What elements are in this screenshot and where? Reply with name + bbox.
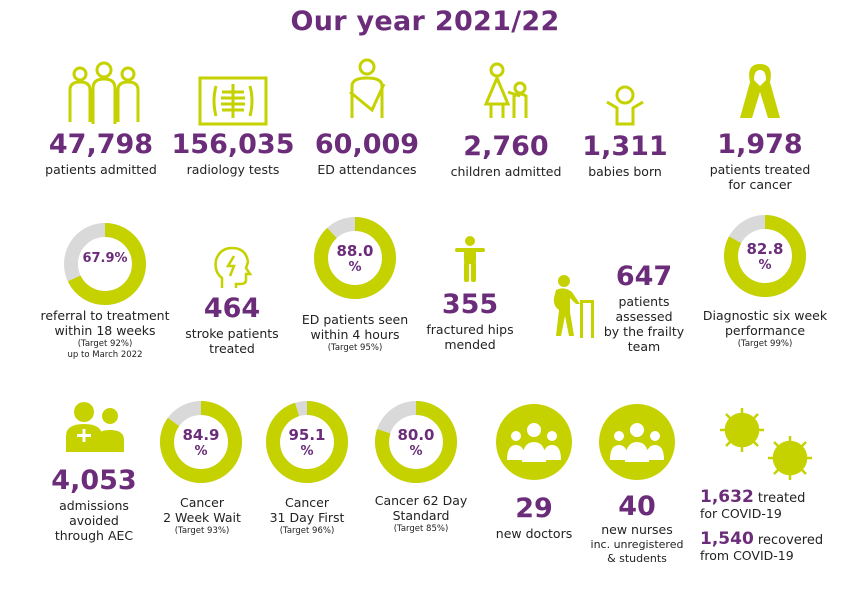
cancer-62day-value: 80.0 [397, 426, 435, 444]
virus-icon [720, 408, 812, 480]
cancer-62day-target: (Target 85%) [393, 524, 449, 534]
covid-treated-line2: for COVID-19 [700, 506, 782, 521]
covid-treated-label: treated [757, 491, 806, 506]
cancer-2ww-label-2: 2 Week Wait [163, 510, 241, 525]
cancer-2ww-percent: % [194, 444, 208, 459]
referral-label-1: referral to treatment [40, 308, 170, 323]
page-title: Our year 2021/22 [290, 6, 560, 37]
cancer-2ww-label-1: Cancer [179, 495, 224, 510]
referral-donut [64, 223, 146, 305]
ed-4-hours-label-1: ED patients seen [301, 312, 409, 327]
elderly-walker-icon [553, 275, 594, 338]
new-nurses-label-1: new nurses [601, 522, 673, 537]
ed-attendances-value: 60,009 [314, 129, 420, 160]
ed-4-hours-label-2: within 4 hours [310, 327, 400, 342]
donut-progress-arc [266, 401, 348, 483]
covid-recovered-line2: from COVID-19 [700, 548, 794, 563]
ed-4-hours-value: 88.0 [336, 242, 374, 260]
diagnostic-label-1: Diagnostic six week [702, 308, 828, 323]
babies-born-value: 1,311 [582, 131, 668, 162]
diagnostic-target: (Target 99%) [737, 339, 793, 349]
cancer-62day-percent: % [409, 444, 423, 459]
radiology-tests-value: 156,035 [171, 129, 295, 160]
frailty-label-1: patients [618, 294, 670, 309]
new-nurses-label-2: inc. unregistered [590, 538, 684, 551]
stroke-label-2: treated [209, 341, 255, 356]
cancer-treated-value: 1,978 [717, 129, 803, 160]
covid-recovered-value: 1,540 [700, 529, 754, 549]
cancer-2ww-donut [160, 401, 242, 483]
new-nurses-label-3: & students [607, 552, 667, 565]
frailty-value: 647 [615, 261, 673, 292]
patients-admitted-label: patients admitted [45, 162, 157, 177]
referral-label-2: within 18 weeks [54, 323, 156, 338]
children-admitted-label: children admitted [450, 164, 562, 179]
diagnostic-label-2: performance [724, 323, 806, 338]
cancer-62day-donut [375, 401, 457, 483]
cancer-31day-label-1: Cancer [284, 495, 329, 510]
cancer-2ww-value: 84.9 [182, 426, 220, 444]
cancer-62day-label-1: Cancer 62 Day [374, 493, 468, 508]
fractured-hips-label-1: fractured hips [426, 322, 514, 337]
doctors-group-icon [496, 404, 572, 480]
parent-child-icon [483, 62, 528, 118]
donut-progress-arc [314, 217, 396, 299]
referral-extra: up to March 2022 [67, 350, 143, 360]
donut-progress-arc [724, 215, 806, 297]
diagnostic-donut [724, 215, 806, 297]
aec-label-2: avoided [69, 513, 119, 528]
diagnostic-percent: % [758, 258, 772, 273]
person-arms-out-icon [455, 236, 485, 282]
cancer-62day-label-2: Standard [392, 508, 450, 523]
covid-recovered-label: recovered [757, 533, 824, 548]
cancer-31day-target: (Target 96%) [279, 526, 335, 536]
ed-4-hours-percent: % [348, 260, 362, 275]
cancer-31day-percent: % [300, 444, 314, 459]
aec-value: 4,053 [51, 465, 137, 496]
stroke-value: 464 [203, 293, 261, 324]
covid-treated-value: 1,632 [700, 487, 754, 507]
diagnostic-value: 82.8 [746, 240, 784, 258]
stroke-label-1: stroke patients [185, 326, 279, 341]
fractured-hips-label-2: mended [444, 337, 496, 352]
medical-staff-icon [66, 402, 124, 452]
referral-donut-value: 67.9% [82, 251, 128, 266]
head-lightning-icon [214, 246, 253, 288]
cancer-treated-label-1: patients treated [709, 162, 811, 177]
cancer-2ww-target: (Target 93%) [174, 526, 230, 536]
ed-4-hours-target: (Target 95%) [327, 343, 383, 353]
cancer-ribbon-icon [740, 64, 780, 118]
donut-progress-arc [64, 223, 146, 305]
family-group-icon [68, 61, 140, 124]
children-admitted-value: 2,760 [463, 131, 549, 162]
aec-label-3: through AEC [54, 528, 134, 543]
frailty-label-2: assessed [615, 309, 673, 324]
patients-admitted-value: 47,798 [48, 129, 154, 160]
fractured-hips-value: 355 [441, 289, 499, 320]
new-doctors-value: 29 [515, 493, 553, 524]
donut-progress-arc [160, 401, 242, 483]
babies-born-label: babies born [588, 164, 662, 179]
radiology-tests-label: radiology tests [186, 162, 280, 177]
xray-icon [198, 76, 268, 126]
new-doctors-label: new doctors [495, 526, 573, 541]
baby-icon [606, 85, 644, 126]
nurses-group-icon [599, 404, 675, 480]
cancer-31day-value: 95.1 [288, 426, 326, 444]
cancer-31day-donut [266, 401, 348, 483]
frailty-label-3: by the frailty [603, 324, 685, 339]
aec-label-1: admissions [59, 498, 129, 513]
arm-sling-icon [349, 58, 386, 118]
frailty-label-4: team [627, 339, 661, 354]
referral-target: (Target 92%) [77, 339, 133, 349]
donut-progress-arc [375, 401, 457, 483]
cancer-31day-label-2: 31 Day First [269, 510, 345, 525]
ed-attendances-label: ED attendances [317, 162, 417, 177]
new-nurses-value: 40 [618, 491, 656, 522]
ed-4-hours-donut [314, 217, 396, 299]
cancer-treated-label-2: for cancer [728, 177, 792, 192]
stat-covid: 1,632 treated for COVID-19 1,540 recover… [696, 404, 844, 594]
